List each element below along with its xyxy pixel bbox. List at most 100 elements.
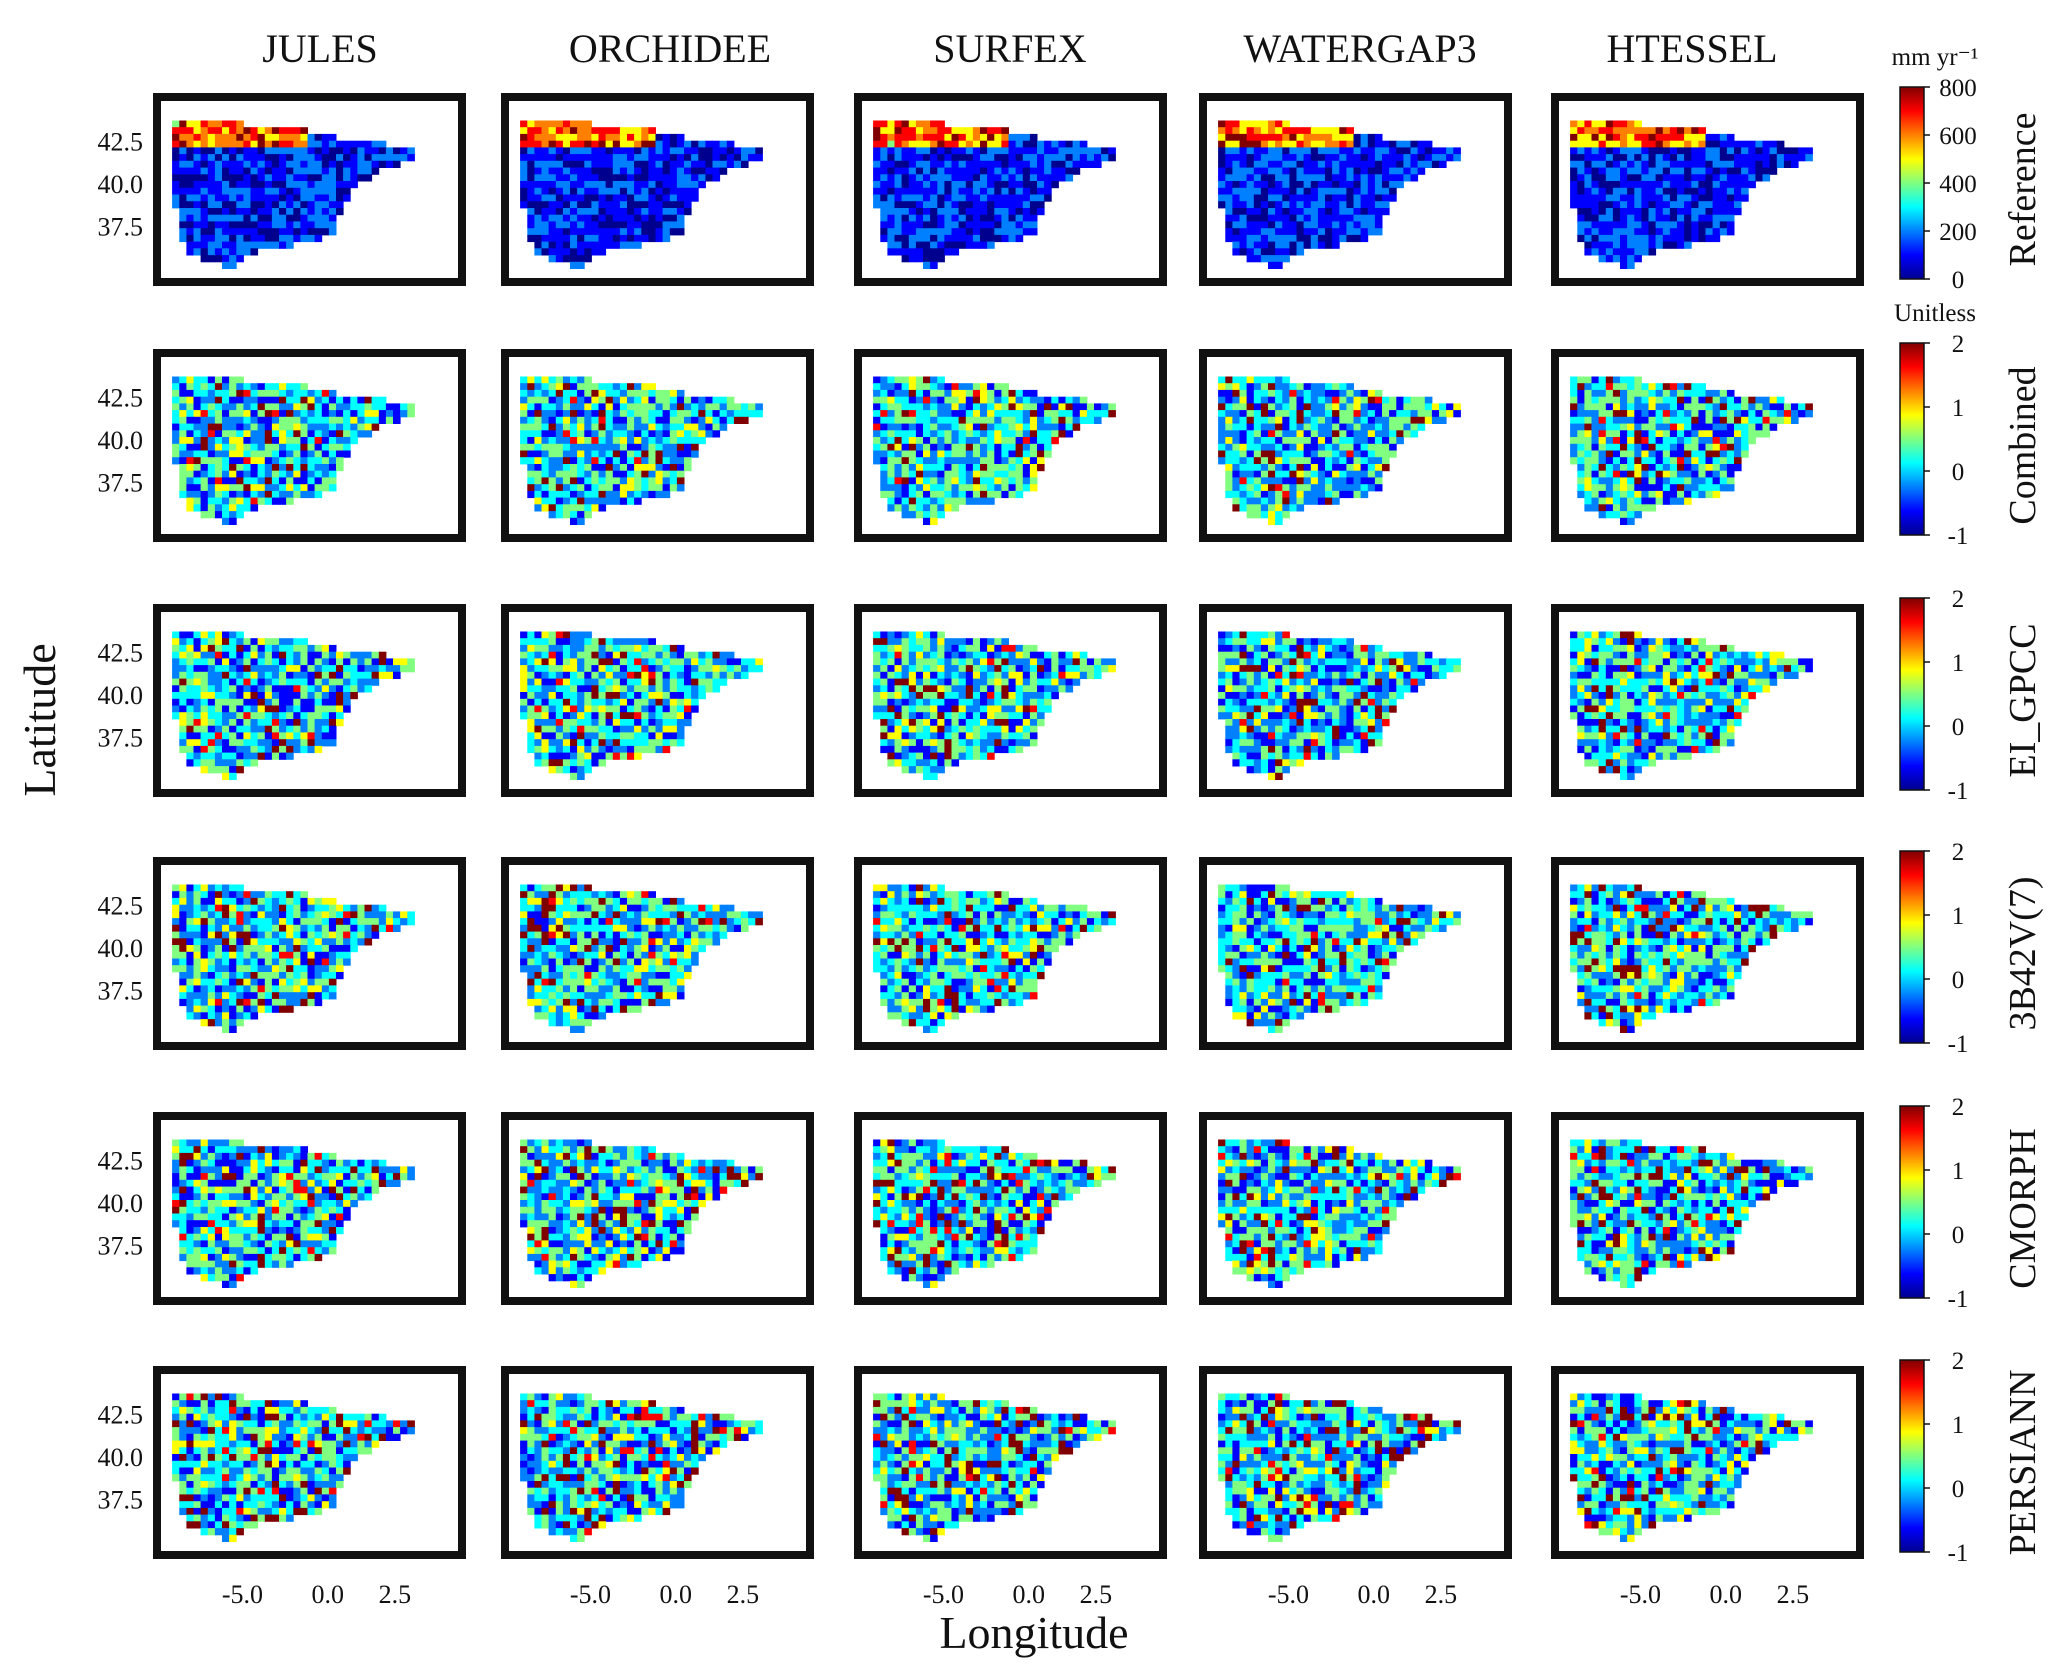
map-cell bbox=[1253, 167, 1262, 175]
map-cell bbox=[894, 443, 903, 451]
map-cell bbox=[1332, 389, 1340, 398]
map-cell bbox=[1570, 181, 1578, 189]
map-cell bbox=[1374, 147, 1383, 155]
map-cell bbox=[222, 167, 230, 175]
map-cell bbox=[627, 437, 635, 445]
map-cell bbox=[901, 403, 910, 411]
map-cell bbox=[901, 214, 910, 222]
map-cell bbox=[1382, 154, 1390, 162]
map-cell bbox=[250, 477, 259, 485]
map-cell bbox=[1225, 477, 1233, 485]
map-cell bbox=[207, 248, 216, 256]
map-cell bbox=[958, 214, 967, 222]
map-cell bbox=[1239, 464, 1248, 472]
map-cell bbox=[873, 443, 881, 451]
map-cell bbox=[328, 644, 337, 653]
map-cell bbox=[562, 497, 571, 505]
map-cell bbox=[214, 228, 223, 236]
map-cell bbox=[1598, 167, 1607, 175]
map-cell bbox=[1317, 194, 1326, 202]
map-cell bbox=[972, 234, 981, 243]
map-cell bbox=[965, 127, 974, 135]
map-cell bbox=[548, 120, 557, 128]
map-cell bbox=[257, 416, 266, 424]
map-cell bbox=[1225, 181, 1233, 189]
map-cell bbox=[350, 658, 358, 666]
map-cell bbox=[1275, 174, 1283, 182]
map-cell bbox=[908, 457, 917, 465]
map-cell bbox=[584, 497, 592, 505]
map-cell bbox=[393, 154, 401, 162]
map-cell bbox=[1627, 221, 1635, 229]
map-cell bbox=[591, 160, 599, 168]
map-cell bbox=[1741, 437, 1749, 445]
map-cell bbox=[1253, 396, 1262, 404]
map-cell bbox=[236, 437, 244, 445]
map-cell bbox=[1598, 133, 1607, 142]
map-cell bbox=[541, 221, 550, 229]
map-cell bbox=[520, 127, 528, 135]
map-cell bbox=[1253, 410, 1262, 418]
map-cell bbox=[1734, 160, 1742, 168]
map-cell bbox=[1591, 389, 1600, 398]
map-cell bbox=[880, 423, 888, 431]
map-cell bbox=[634, 154, 642, 162]
map-cell bbox=[314, 181, 323, 189]
map-cell bbox=[1367, 201, 1376, 209]
map-cell bbox=[1296, 450, 1305, 458]
map-cell bbox=[1332, 228, 1340, 236]
map-cell bbox=[250, 457, 259, 465]
map-cell bbox=[193, 248, 202, 256]
map-cell bbox=[1726, 214, 1735, 222]
map-cell bbox=[1748, 167, 1756, 175]
map-cell bbox=[662, 140, 671, 148]
map-cell bbox=[1360, 133, 1369, 142]
map-cell bbox=[364, 423, 373, 431]
map-cell bbox=[328, 437, 337, 445]
map-cell bbox=[1353, 416, 1362, 424]
map-cell bbox=[958, 194, 967, 202]
map-cell bbox=[987, 147, 995, 155]
map-cell bbox=[662, 477, 671, 485]
map-cell bbox=[641, 437, 649, 445]
map-cell bbox=[669, 214, 678, 222]
map-cell bbox=[1698, 477, 1706, 485]
map-cell bbox=[336, 140, 344, 148]
map-cell bbox=[1577, 490, 1585, 499]
map-cell bbox=[1591, 234, 1600, 243]
map-cell bbox=[894, 248, 903, 256]
map-cell bbox=[958, 443, 967, 451]
map-cell bbox=[669, 187, 678, 195]
map-cell bbox=[186, 638, 194, 646]
map-cell bbox=[1072, 167, 1081, 175]
map-cell bbox=[534, 464, 542, 472]
map-cell bbox=[1225, 430, 1233, 438]
map-cell bbox=[350, 174, 358, 182]
map-cell bbox=[887, 477, 895, 485]
map-cell bbox=[1662, 437, 1671, 445]
map-cell bbox=[901, 376, 910, 384]
map-cell bbox=[1612, 133, 1621, 142]
map-cell bbox=[994, 181, 1002, 189]
map-cell bbox=[1655, 396, 1664, 404]
map-cell bbox=[894, 133, 903, 142]
map-cell bbox=[1339, 140, 1347, 148]
map-cell bbox=[286, 437, 294, 445]
map-cell bbox=[1360, 403, 1369, 411]
map-cell bbox=[1684, 147, 1692, 155]
map-cell bbox=[534, 437, 542, 445]
map-cell bbox=[286, 160, 294, 168]
map-cell bbox=[1584, 497, 1592, 505]
map-cell bbox=[1310, 470, 1319, 478]
map-cell bbox=[1360, 430, 1369, 438]
map-cell bbox=[321, 147, 330, 155]
map-cell bbox=[894, 208, 903, 216]
map-cell bbox=[1382, 403, 1390, 411]
map-cell bbox=[371, 154, 380, 162]
map-cell bbox=[1260, 470, 1269, 478]
map-cell bbox=[1662, 389, 1671, 398]
map-cell bbox=[908, 154, 917, 162]
map-cell bbox=[733, 160, 742, 168]
map-cell bbox=[669, 221, 678, 229]
map-cell bbox=[1367, 403, 1376, 411]
